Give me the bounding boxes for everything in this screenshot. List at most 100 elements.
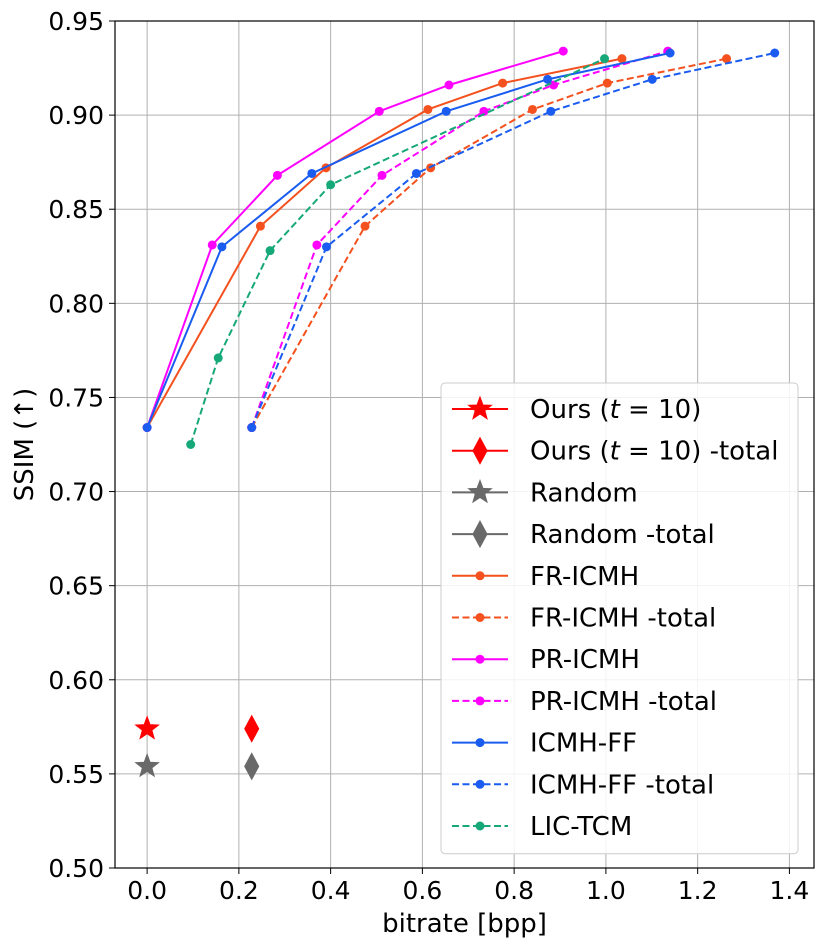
legend-label: PR-ICMH	[530, 645, 640, 675]
legend-label: ICMH-FF	[530, 729, 637, 759]
data-point	[558, 46, 568, 56]
data-point	[360, 221, 370, 231]
series-line	[250, 52, 775, 428]
data-point	[321, 242, 331, 252]
legend-item: LIC-TCM	[452, 812, 632, 842]
data-point	[134, 752, 160, 778]
data-point	[722, 54, 732, 64]
data-point	[312, 240, 322, 250]
x-axis-label: bitrate [bpp]	[382, 909, 547, 939]
y-tick-label: 0.65	[48, 572, 104, 601]
data-point	[307, 168, 317, 178]
data-point	[444, 80, 454, 90]
legend-label: PR-ICMH -total	[530, 687, 717, 717]
data-point	[134, 715, 160, 740]
y-tick-label: 0.90	[48, 101, 104, 130]
plot-area-frame	[114, 20, 815, 869]
data-point	[142, 423, 152, 433]
legend-item: ICMH-FF -total	[452, 770, 714, 800]
data-point	[617, 54, 627, 64]
data-point	[423, 104, 433, 114]
x-tick-label: 0.8	[494, 876, 534, 905]
x-tick-label: 0.6	[403, 876, 443, 905]
data-point	[244, 714, 260, 743]
data-point	[546, 106, 556, 116]
legend-marker	[467, 478, 493, 504]
series-line	[250, 57, 727, 429]
x-tick-label: 1.4	[770, 876, 810, 905]
series-ours-t-10	[134, 715, 160, 740]
data-point	[186, 440, 196, 449]
legend-label: FR-ICMH -total	[530, 604, 716, 634]
data-point	[665, 48, 675, 58]
data-point	[527, 104, 537, 114]
x-tick-label: 0.4	[311, 876, 351, 905]
data-point	[247, 423, 257, 433]
data-point	[265, 246, 275, 256]
y-tick-label: 0.50	[48, 854, 104, 883]
y-axis-label: SSIM (↑)	[10, 388, 40, 501]
y-tick-label: 0.70	[48, 478, 104, 507]
legend-marker	[472, 436, 488, 465]
legend-label: Ours (t = 10) -total	[530, 437, 778, 467]
y-tick-label: 0.60	[48, 666, 104, 695]
legend-box	[440, 382, 799, 855]
data-point	[255, 221, 265, 231]
legend-label: Random	[530, 478, 638, 508]
data-point	[326, 180, 336, 190]
legend-marker	[475, 779, 485, 789]
legend-item: Random	[452, 478, 638, 508]
data-point	[543, 74, 553, 84]
data-point	[207, 240, 217, 250]
data-point	[602, 78, 612, 88]
legend-marker	[475, 738, 485, 748]
legend: Ours (t = 10) Ours (t = 10) -total Random R…	[440, 382, 799, 855]
legend-marker	[475, 696, 485, 706]
legend-marker	[475, 571, 485, 581]
series-pr-icmh-total	[247, 46, 673, 433]
legend-marker	[475, 821, 485, 831]
series-random	[134, 752, 160, 778]
legend-item: ICMH-FF	[452, 729, 637, 759]
y-tick-label: 0.85	[48, 195, 104, 224]
data-point	[244, 752, 260, 781]
legend-label: Ours (t = 10)	[530, 395, 701, 425]
axis-ticks: 0.0 0.2 0.4 0.6 0.8 1.0 1.2 1.4 0.50 0.55 0.60 0.65…	[48, 7, 809, 905]
data-point	[600, 54, 610, 64]
legend-label: Random -total	[530, 520, 715, 550]
y-tick-label: 0.80	[48, 289, 104, 318]
series-line	[146, 57, 623, 429]
data-point	[479, 106, 489, 116]
legend-label: ICMH-FF -total	[530, 770, 714, 800]
y-tick-label: 0.95	[48, 7, 104, 36]
series-line	[146, 50, 564, 428]
data-point	[441, 106, 451, 116]
x-tick-label: 1.2	[678, 876, 718, 905]
x-tick-label: 1.0	[586, 876, 626, 905]
legend-marker	[467, 395, 493, 420]
series-random-total	[244, 752, 260, 781]
series-icmh-ff	[142, 48, 675, 433]
data-point	[217, 242, 227, 252]
data-point	[272, 170, 282, 180]
data-point	[377, 170, 387, 180]
data-point	[647, 74, 657, 84]
y-tick-label: 0.55	[48, 760, 104, 789]
series-ours-t-10-total	[244, 714, 260, 743]
legend-item: FR-ICMH	[452, 562, 639, 592]
x-tick-label: 0.0	[127, 876, 167, 905]
series-line	[146, 52, 671, 428]
data-point	[213, 353, 223, 363]
legend-label: LIC-TCM	[530, 812, 632, 842]
series-lic-tcm	[186, 54, 610, 449]
legend-item: Ours (t = 10)	[452, 395, 701, 425]
legend-item: PR-ICMH -total	[452, 687, 717, 717]
data-point	[770, 48, 780, 58]
legend-marker	[475, 613, 485, 622]
legend-item: Random -total	[452, 520, 715, 550]
legend-item: Ours (t = 10) -total	[452, 436, 778, 467]
y-tick-label: 0.75	[48, 383, 104, 412]
legend-label: FR-ICMH	[530, 562, 639, 592]
series-layer	[134, 46, 780, 781]
